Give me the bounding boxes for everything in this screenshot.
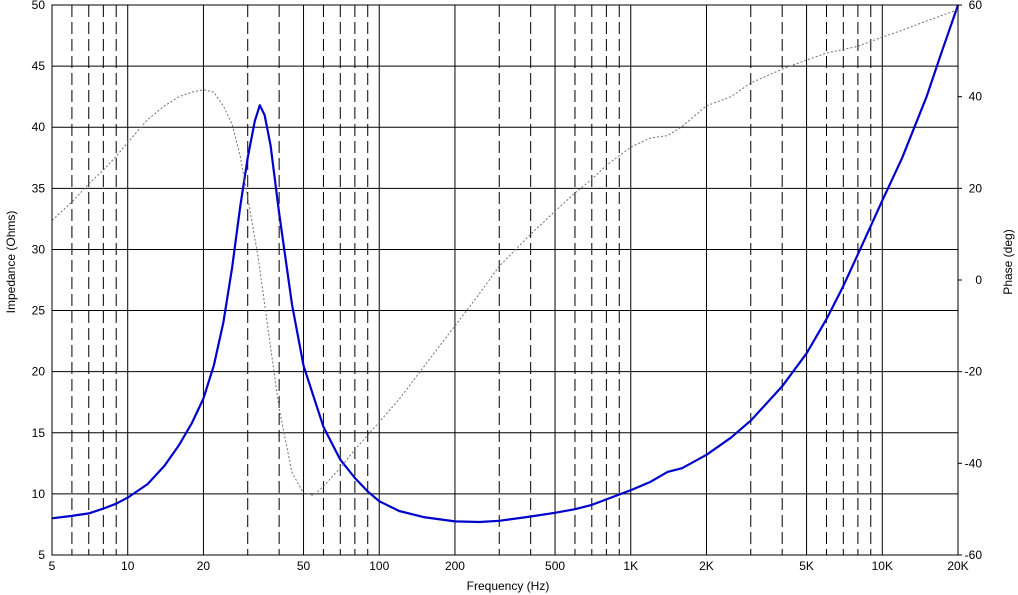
y2-tick-label: 60 <box>969 0 983 12</box>
y2-axis-title: Phase (deg) <box>1001 229 1015 294</box>
grid-layer <box>52 4 962 556</box>
y2-tick-label: 0 <box>975 273 982 287</box>
x-tick-label: 1K <box>623 559 638 573</box>
y-tick-label: 45 <box>32 59 46 73</box>
y2-tick-label: 40 <box>969 90 983 104</box>
tick-label-layer: 5 10 20 50 100 200 500 1K 2K 5K 10K 20K510152025303… <box>32 0 983 573</box>
x-tick-label: 10 <box>121 559 135 573</box>
y-tick-label: 40 <box>32 120 46 134</box>
phase-curve <box>51 9 959 496</box>
x-tick-label: 10K <box>872 559 893 573</box>
y-tick-label: 5 <box>38 548 45 562</box>
x-tick-label: 2K <box>699 559 714 573</box>
x-tick-label: 500 <box>545 559 565 573</box>
y2-tick-label: -40 <box>965 456 983 470</box>
x-tick-label: 5 <box>49 559 56 573</box>
x-tick-label: 20K <box>947 559 968 573</box>
y-tick-label: 20 <box>32 365 46 379</box>
y-tick-label: 15 <box>32 426 46 440</box>
x-tick-label: 5K <box>799 559 814 573</box>
x-axis-title: Frequency (Hz) <box>467 579 550 593</box>
y-tick-label: 30 <box>32 242 46 256</box>
y2-tick-label: -60 <box>965 548 983 562</box>
x-tick-label: 50 <box>297 559 311 573</box>
curve-layer <box>51 4 960 524</box>
impedance-curve <box>51 4 960 524</box>
y2-tick-label: -20 <box>965 365 983 379</box>
plot-frame <box>51 4 959 556</box>
y-axis-title: Impedance (Ohms) <box>4 211 18 314</box>
y-tick-label: 25 <box>32 304 46 318</box>
x-tick-label: 100 <box>369 559 389 573</box>
y-tick-label: 10 <box>32 487 46 501</box>
y-tick-label: 35 <box>32 181 46 195</box>
x-tick-label: 20 <box>197 559 211 573</box>
y-tick-label: 50 <box>32 0 46 12</box>
y2-tick-label: 20 <box>969 181 983 195</box>
x-tick-label: 200 <box>445 559 465 573</box>
